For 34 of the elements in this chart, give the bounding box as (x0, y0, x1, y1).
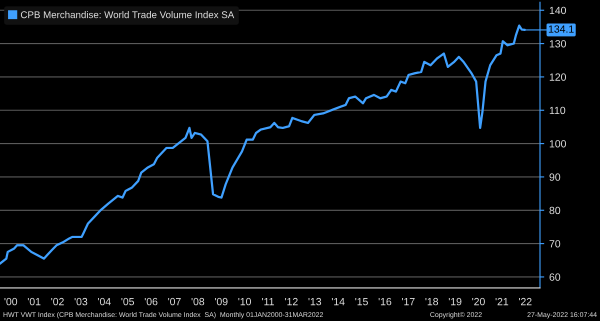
y-tick-label: 110 (550, 106, 566, 114)
y-tick-label: 130 (550, 40, 566, 48)
y-tick-label: 90 (550, 173, 560, 181)
x-tick-label: '12 (285, 298, 298, 306)
x-tick-label: '11 (262, 298, 274, 306)
x-tick-label: '13 (308, 298, 322, 306)
x-tick-label: '00 (4, 298, 18, 306)
x-tick-label: '17 (402, 298, 415, 306)
x-tick-label: '21 (496, 298, 508, 306)
x-tick-label: '01 (28, 298, 40, 306)
x-tick-label: '09 (214, 298, 228, 306)
x-tick-label: '03 (74, 298, 88, 306)
x-tick-label: '02 (51, 298, 64, 306)
x-tick-label: '19 (448, 298, 462, 306)
y-tick-label: 80 (549, 206, 560, 214)
x-tick-label: '07 (168, 298, 181, 306)
y-tick-label: 60 (550, 273, 560, 281)
legend-label: CPB Merchandise: World Trade Volume Index SA (20, 11, 234, 18)
y-tick-label: 140 (550, 6, 566, 14)
y-tick-label: 100 (550, 140, 566, 148)
x-tick-label: '05 (121, 298, 134, 306)
x-tick-label: '20 (472, 298, 485, 306)
x-tick-label: '08 (192, 298, 204, 306)
x-tick-label: '22 (519, 298, 532, 306)
x-tick-label: '16 (378, 298, 392, 306)
x-tick-label: '14 (332, 298, 345, 306)
x-tick-label: '15 (355, 298, 368, 306)
x-tick-label: '04 (98, 298, 111, 306)
x-tick-label: '10 (238, 298, 252, 306)
annotation: 134.1 (548, 25, 574, 33)
y-tick-label: 70 (550, 240, 560, 248)
x-tick-label: '06 (144, 298, 158, 306)
y-tick-label: 120 (550, 73, 566, 81)
x-tick-label: '18 (425, 298, 438, 306)
